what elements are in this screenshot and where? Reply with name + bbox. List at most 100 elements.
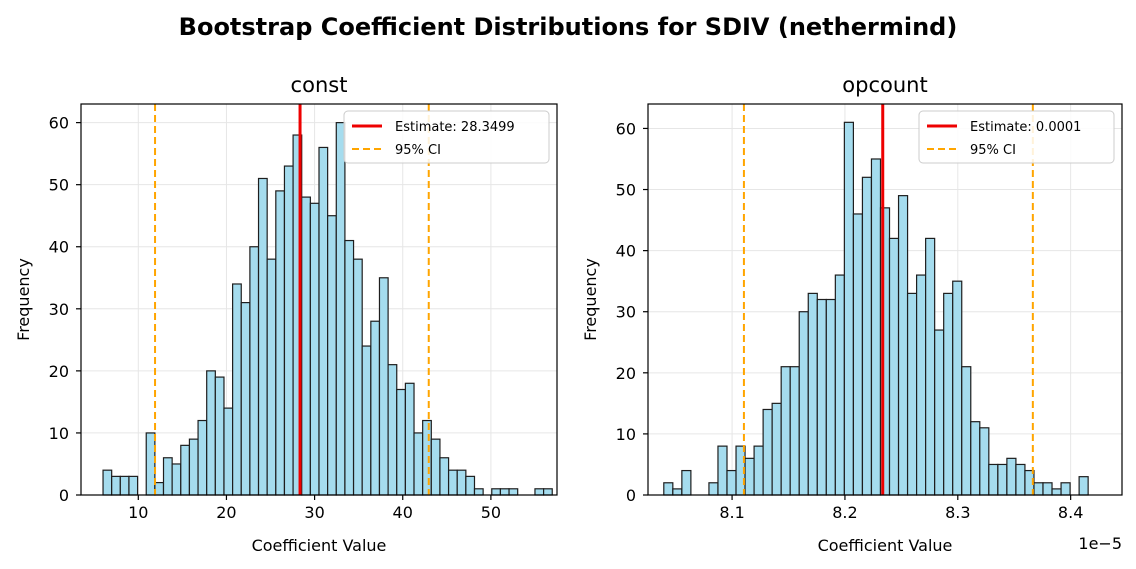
histogram-bar <box>335 122 346 496</box>
histogram-bar <box>473 488 484 496</box>
y-tick-label: 10 <box>616 425 636 444</box>
histogram-bar <box>465 475 476 496</box>
histogram-bar <box>897 195 909 496</box>
histogram-bar <box>154 481 165 496</box>
x-tick-label: 20 <box>216 503 236 522</box>
histogram-bar <box>816 298 827 496</box>
y-tick-label: 60 <box>49 114 69 133</box>
histogram-bar <box>1078 476 1089 496</box>
histogram-bar <box>283 165 294 496</box>
y-tick-label: 50 <box>616 181 636 200</box>
y-tick-label: 40 <box>616 242 636 261</box>
histogram-bar <box>370 320 381 496</box>
y-tick-label: 30 <box>49 300 69 319</box>
histogram-bar <box>943 292 954 496</box>
histogram-bar <box>119 475 130 496</box>
subplot-title: const <box>291 73 348 97</box>
histogram-bar <box>413 432 424 496</box>
histogram-bar <box>430 438 441 496</box>
legend-box <box>343 110 550 164</box>
histogram-bar <box>171 463 182 496</box>
x-tick-label: 50 <box>481 503 501 522</box>
histogram-bar <box>275 190 286 496</box>
x-tick-label: 30 <box>304 503 324 522</box>
histogram-bar <box>257 177 268 496</box>
histogram-bar <box>970 421 981 496</box>
histogram-bar <box>717 445 728 496</box>
histogram-bar <box>925 237 936 496</box>
legend-ci-label: 95% CI <box>970 143 1016 158</box>
y-tick-label: 10 <box>49 424 69 443</box>
histogram-bar <box>726 469 737 496</box>
histogram-bar <box>789 366 800 496</box>
y-tick-label: 0 <box>59 486 69 505</box>
y-tick-label: 20 <box>49 362 69 381</box>
histogram-bar <box>396 388 406 496</box>
histogram-bar <box>534 488 545 496</box>
histogram-bar <box>387 364 398 496</box>
histogram-bar <box>352 258 363 496</box>
axes-frame <box>80 103 558 496</box>
histogram-bar <box>543 488 553 496</box>
histogram-bar <box>1051 488 1062 496</box>
y-tick-label: 0 <box>626 486 636 505</box>
histogram-bar <box>491 488 502 496</box>
y-axis-label: Frequency <box>581 258 600 341</box>
histogram-bar <box>798 311 809 496</box>
histogram-bar <box>439 457 450 496</box>
y-axis-label: Frequency <box>14 258 33 341</box>
x-offset-label: 1e−5 <box>1078 534 1122 553</box>
histogram-bar <box>834 274 845 496</box>
x-tick-label: 8.4 <box>1058 503 1083 522</box>
y-tick-label: 50 <box>49 176 69 195</box>
histogram-bar <box>997 463 1008 496</box>
histogram-bar <box>422 419 432 496</box>
histogram-bar <box>988 463 999 496</box>
histogram-bar <box>240 302 251 496</box>
x-axis-label: Coefficient Value <box>252 536 387 555</box>
histogram-bar <box>249 246 260 496</box>
histogram-bar <box>672 488 683 496</box>
histogram-bar <box>825 298 836 496</box>
histogram-bar <box>145 432 156 496</box>
histogram-bar <box>1006 457 1017 496</box>
histogram-bar <box>180 444 191 496</box>
histogram-bar <box>753 445 764 496</box>
histogram-bar <box>888 237 900 496</box>
x-tick-label: 8.1 <box>719 503 744 522</box>
legend-estimate-label: Estimate: 0.0001 <box>970 120 1081 135</box>
histogram-bar <box>214 376 225 496</box>
histogram-bar <box>508 488 519 496</box>
histogram-bar <box>344 239 355 496</box>
y-tick-label: 20 <box>616 364 636 383</box>
histogram-bar <box>318 146 329 496</box>
x-tick-label: 40 <box>393 503 413 522</box>
histogram-bar <box>1015 463 1026 496</box>
panel-const: 10 20 30 40 50 0 10 20 30 40 50 60 const Coefficient … <box>14 73 558 555</box>
histogram-bar <box>744 457 755 496</box>
histogram-bar <box>906 292 918 496</box>
histogram-bar <box>843 121 854 496</box>
histogram-bar <box>915 274 927 496</box>
histogram-bar <box>762 408 773 496</box>
histogram-bar <box>206 370 216 496</box>
legend: Estimate: 0.0001 95% CI <box>918 110 1115 164</box>
histogram-bar <box>456 469 467 496</box>
x-tick-label: 8.3 <box>945 503 970 522</box>
histogram-bar <box>1060 482 1071 496</box>
histogram-bar <box>499 488 510 496</box>
histogram-bar <box>1042 482 1053 496</box>
axes-frame <box>647 103 1123 496</box>
subplot-title: opcount <box>842 73 927 97</box>
histogram-bar <box>197 419 208 496</box>
histogram-bar <box>780 366 791 496</box>
histogram-bar <box>162 457 173 496</box>
legend-estimate-label: Estimate: 28.3499 <box>395 120 515 135</box>
histogram-bar <box>128 475 139 496</box>
y-tick-label: 30 <box>616 303 636 322</box>
histogram-bar <box>952 280 963 496</box>
x-tick-label: 8.2 <box>832 503 857 522</box>
histogram-bar <box>708 482 719 496</box>
histogram-bar <box>870 158 882 496</box>
